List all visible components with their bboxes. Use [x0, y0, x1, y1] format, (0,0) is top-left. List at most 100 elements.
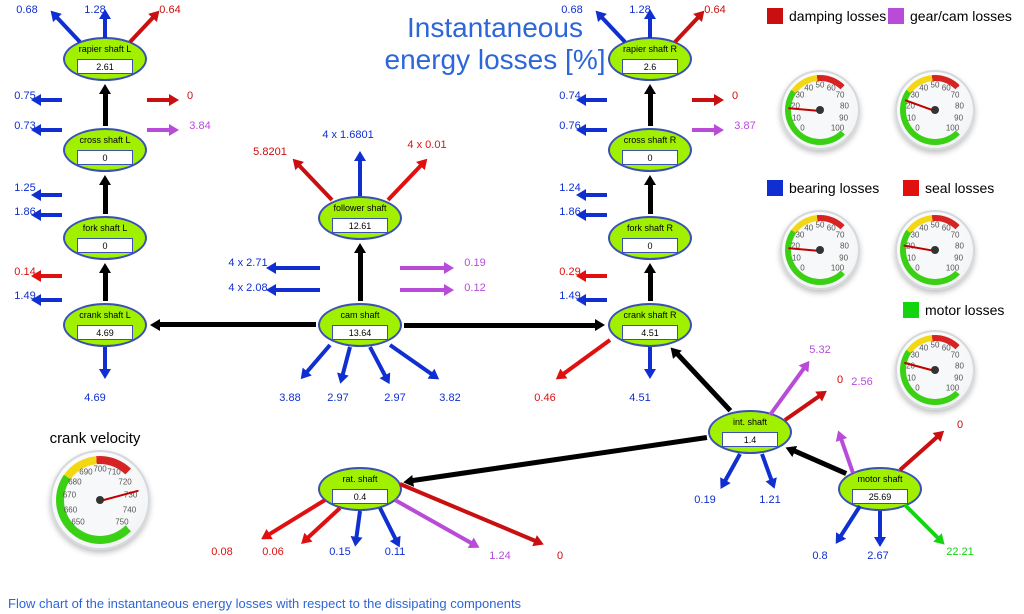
legend-swatch — [903, 180, 919, 196]
gauge-3: 0102030405060708090100 — [895, 210, 975, 290]
gauge-tick: 0 — [915, 123, 919, 132]
loss-value: 0.68 — [16, 4, 37, 16]
node-value: 4.69 — [77, 325, 133, 340]
gauge-tick: 60 — [942, 343, 951, 352]
arrow — [307, 508, 340, 538]
node-label: cross shaft L — [79, 135, 130, 145]
node-value: 0 — [77, 150, 133, 165]
loss-value: 0.46 — [534, 392, 555, 404]
gauge-tick: 10 — [907, 253, 916, 262]
loss-value: 0.08 — [211, 546, 232, 558]
arrow — [900, 437, 938, 470]
gauge-tick: 10 — [907, 373, 916, 382]
loss-value: 4 x 1.6801 — [322, 129, 373, 141]
gauge-tick: 80 — [955, 362, 964, 371]
legend-item: bearing losses — [767, 180, 879, 196]
arrow — [307, 345, 330, 372]
gauge-tick: 100 — [946, 383, 959, 392]
node-rapierL: rapier shaft L2.61 — [63, 37, 147, 81]
gauge-tick: 70 — [951, 351, 960, 360]
node-label: crank shaft R — [623, 310, 676, 320]
figure-caption: Flow chart of the instantaneous energy l… — [8, 596, 521, 611]
arrow — [343, 347, 350, 375]
loss-value: 0.64 — [704, 4, 725, 16]
legend-label: gear/cam losses — [910, 8, 1012, 24]
node-label: cross shaft R — [624, 135, 677, 145]
arrow — [380, 508, 396, 539]
gauge-tick: 100 — [831, 123, 844, 132]
arrow — [725, 454, 740, 481]
gauge-tick: 90 — [839, 253, 848, 262]
legend-label: bearing losses — [789, 180, 879, 196]
gauge-tick: 100 — [946, 123, 959, 132]
gauge-tick: 60 — [942, 83, 951, 92]
crank-velocity-label: crank velocity — [50, 430, 141, 447]
loss-value: 0.74 — [559, 90, 580, 102]
loss-value: 1.49 — [14, 290, 35, 302]
gauge-tick: 50 — [816, 221, 825, 230]
gauge-tick: 30 — [910, 231, 919, 240]
node-label: crank shaft L — [79, 310, 131, 320]
loss-value: 0.75 — [14, 90, 35, 102]
gauge-tick: 90 — [954, 253, 963, 262]
arrow — [299, 165, 332, 200]
gauge-tick: 60 — [827, 83, 836, 92]
node-label: fork shaft L — [83, 223, 128, 233]
gauge-tick: 50 — [931, 221, 940, 230]
gauge-tick: 70 — [836, 91, 845, 100]
legend-item: damping losses — [767, 8, 886, 24]
loss-value: 2.97 — [384, 392, 405, 404]
arrow — [563, 340, 610, 374]
arrow — [785, 396, 820, 420]
arrow — [370, 347, 385, 376]
legend-item: motor losses — [903, 302, 1004, 318]
node-label: follower shaft — [333, 203, 386, 213]
gauge-tick: 710 — [107, 468, 120, 477]
loss-value: 1.86 — [14, 206, 35, 218]
gauge-tick: 680 — [68, 477, 81, 486]
loss-value: 3.87 — [734, 120, 755, 132]
node-rat: rat. shaft0.4 — [318, 467, 402, 511]
loss-value: 4.51 — [629, 392, 650, 404]
gauge-tick: 90 — [954, 373, 963, 382]
node-crankR: crank shaft R4.51 — [608, 303, 692, 347]
node-value: 0.4 — [332, 489, 388, 504]
node-label: int. shaft — [733, 417, 767, 427]
legend-swatch — [767, 180, 783, 196]
loss-value: 0.73 — [14, 120, 35, 132]
gauge-tick: 80 — [955, 102, 964, 111]
loss-value: 1.24 — [489, 550, 510, 562]
gauge-tick: 70 — [836, 231, 845, 240]
node-forkL: fork shaft L0 — [63, 216, 147, 260]
arrow — [793, 451, 845, 474]
loss-value: 3.88 — [279, 392, 300, 404]
gauge-tick: 70 — [951, 231, 960, 240]
loss-value: 4 x 2.71 — [228, 257, 267, 269]
loss-value: 4.69 — [84, 392, 105, 404]
loss-value: 1.86 — [559, 206, 580, 218]
gauge-tick: 50 — [931, 81, 940, 90]
node-value: 12.61 — [332, 218, 388, 233]
legend-item: seal losses — [903, 180, 994, 196]
loss-value: 0 — [957, 419, 963, 431]
legend-label: damping losses — [789, 8, 886, 24]
gauge-tick: 670 — [63, 491, 76, 500]
gauge-tick: 80 — [840, 242, 849, 251]
gauge-tick: 0 — [800, 263, 804, 272]
loss-value: 4 x 0.01 — [407, 139, 446, 151]
loss-value: 1.28 — [84, 4, 105, 16]
arrow — [412, 438, 707, 481]
node-cam: cam shaft13.64 — [318, 303, 402, 347]
arrow — [762, 454, 772, 481]
gauge-tick: 50 — [816, 81, 825, 90]
loss-value: 2.67 — [867, 550, 888, 562]
loss-value: 3.84 — [189, 120, 210, 132]
node-crossL: cross shaft L 0 — [63, 128, 147, 172]
legend-swatch — [903, 302, 919, 318]
arrow — [677, 354, 730, 411]
loss-value: 1.24 — [559, 182, 580, 194]
gauge-tick: 10 — [792, 253, 801, 262]
gauge-tick: 60 — [942, 223, 951, 232]
gauge-tick: 10 — [792, 113, 801, 122]
gauge-tick: 0 — [915, 263, 919, 272]
